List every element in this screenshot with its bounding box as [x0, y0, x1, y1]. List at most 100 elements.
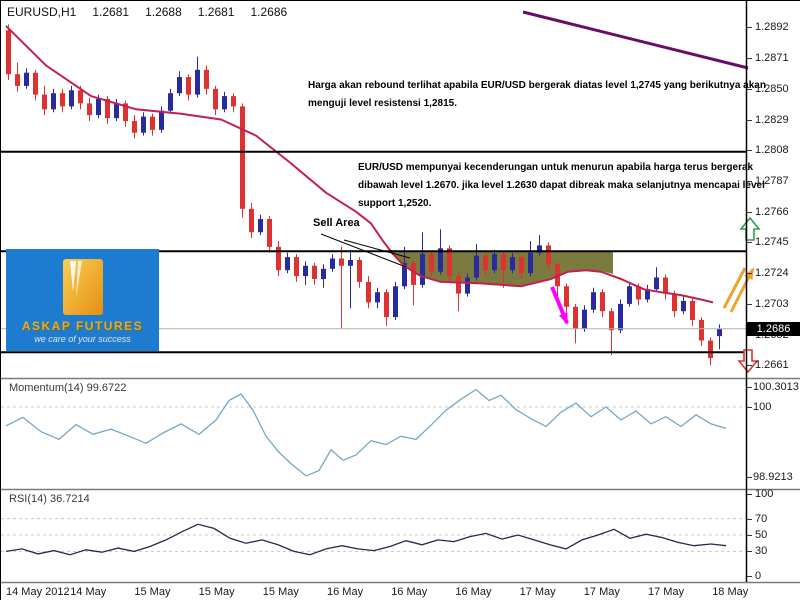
rsi-indicator-label: RSI(14) 36.7214 — [9, 493, 90, 505]
candle-body — [537, 245, 542, 253]
candle-body — [663, 277, 668, 294]
time-axis-label: 17 May — [583, 586, 620, 598]
candle-body — [159, 110, 164, 130]
axis-tick — [747, 576, 752, 577]
momentum-tick-label: 100.3013 — [753, 381, 799, 394]
low-value: 1.2681 — [197, 5, 235, 19]
candle-body — [24, 72, 29, 86]
candle-body — [294, 257, 299, 277]
time-axis-label: 15 May — [134, 586, 171, 598]
candle-body — [672, 293, 677, 312]
candle-body — [87, 103, 92, 116]
axis-tick — [747, 303, 752, 305]
green-up-arrow-icon — [739, 216, 761, 241]
candle-body — [60, 93, 65, 107]
candle-body — [96, 99, 101, 116]
price-tick-label: 1.2661 — [755, 359, 789, 372]
axis-tick — [747, 535, 752, 536]
candle-body — [492, 254, 497, 271]
axis-tick — [747, 477, 752, 478]
axis-tick — [747, 27, 752, 29]
rsi-tick-label: 0 — [755, 570, 762, 582]
axis-tick — [747, 242, 752, 244]
axis-tick — [747, 58, 752, 60]
candle-body — [717, 328, 722, 337]
red-down-arrow-icon — [737, 349, 759, 374]
candle-body — [411, 262, 416, 285]
candle-body — [510, 257, 515, 271]
logo-tagline: we care of your success — [34, 334, 131, 344]
axis-tick — [747, 273, 752, 275]
candle-body — [312, 265, 317, 279]
axis-tick — [747, 181, 752, 182]
candle-body — [546, 245, 551, 265]
momentum-tick-label: 100 — [753, 401, 772, 413]
candle-body — [456, 276, 461, 294]
chart-header: EURUSD,H1 1.2681 1.2688 1.2681 1.2686 — [7, 5, 303, 19]
candles-group — [6, 24, 722, 366]
sell-area-pointer-line[interactable] — [320, 233, 407, 268]
time-axis-label: 15 May — [262, 586, 299, 598]
rsi-tick-label: 50 — [755, 529, 768, 541]
candle-body — [366, 281, 371, 303]
candle-body — [393, 286, 398, 318]
axis-tick — [747, 518, 752, 520]
current-price-badge: 1.2686 — [747, 321, 800, 336]
close-value: 1.2686 — [250, 5, 288, 19]
orange-up-arrow-drawing[interactable] — [729, 267, 755, 313]
candle-body — [582, 309, 587, 329]
price-tick-label: 1.2724 — [755, 267, 789, 280]
candle-body — [249, 208, 254, 233]
price-tick-label: 1.2703 — [755, 297, 789, 310]
price-tick-label: 1.2871 — [755, 52, 789, 65]
rsi-tick-label: 100 — [755, 488, 774, 500]
orange-up-arrow-drawing[interactable] — [722, 267, 747, 309]
candle-body — [609, 311, 614, 331]
sell-area-label: Sell Area — [313, 217, 360, 229]
candle-body — [420, 254, 425, 285]
axis-tick — [747, 407, 752, 408]
purple-trendline[interactable] — [522, 10, 749, 70]
candle-body — [141, 116, 146, 133]
candle-body — [447, 248, 452, 277]
momentum-tick-label: 98.9213 — [753, 471, 793, 483]
candle-body — [69, 90, 74, 107]
candle-body — [375, 292, 380, 303]
time-axis-label: 18 May — [712, 586, 749, 598]
price-tick-label: 1.2892 — [755, 21, 789, 34]
candle-body — [330, 258, 335, 269]
candle-body — [267, 219, 272, 247]
time-axis-label: 17 May — [519, 586, 556, 598]
axis-tick — [747, 150, 752, 152]
candle-body — [33, 72, 38, 95]
open-value: 1.2681 — [92, 5, 130, 19]
axis-tick — [747, 88, 752, 90]
candle-body — [654, 277, 659, 290]
time-axis-label: 15 May — [198, 586, 235, 598]
candle-body — [258, 219, 263, 233]
candle-body — [402, 262, 407, 287]
candle-body — [303, 265, 308, 277]
price-tick-label: 1.2829 — [755, 113, 789, 126]
askap-futures-logo: ASKAP FUTURES we care of your success — [6, 249, 159, 351]
price-tick-label: 1.2850 — [755, 82, 789, 95]
axis-tick — [747, 119, 752, 121]
candle-body — [51, 93, 56, 110]
candle-body — [105, 99, 110, 119]
candle-body — [474, 255, 479, 278]
magenta-down-arrow-drawing[interactable] — [550, 286, 569, 325]
candle-body — [465, 277, 470, 294]
candle-body — [348, 260, 353, 266]
axis-tick — [747, 494, 752, 495]
candle-body — [213, 88, 218, 110]
price-tick-label: 1.2787 — [755, 175, 789, 187]
candle-body — [168, 93, 173, 111]
candle-body — [690, 301, 695, 320]
candle-body — [708, 340, 713, 358]
axis-tick — [747, 365, 752, 367]
time-axis-label: 14 May — [70, 586, 107, 598]
logo-name: ASKAP FUTURES — [21, 319, 144, 333]
symbol-timeframe-label: EURUSD,H1 — [7, 5, 77, 19]
sell-area-pointer-line[interactable] — [343, 239, 411, 259]
